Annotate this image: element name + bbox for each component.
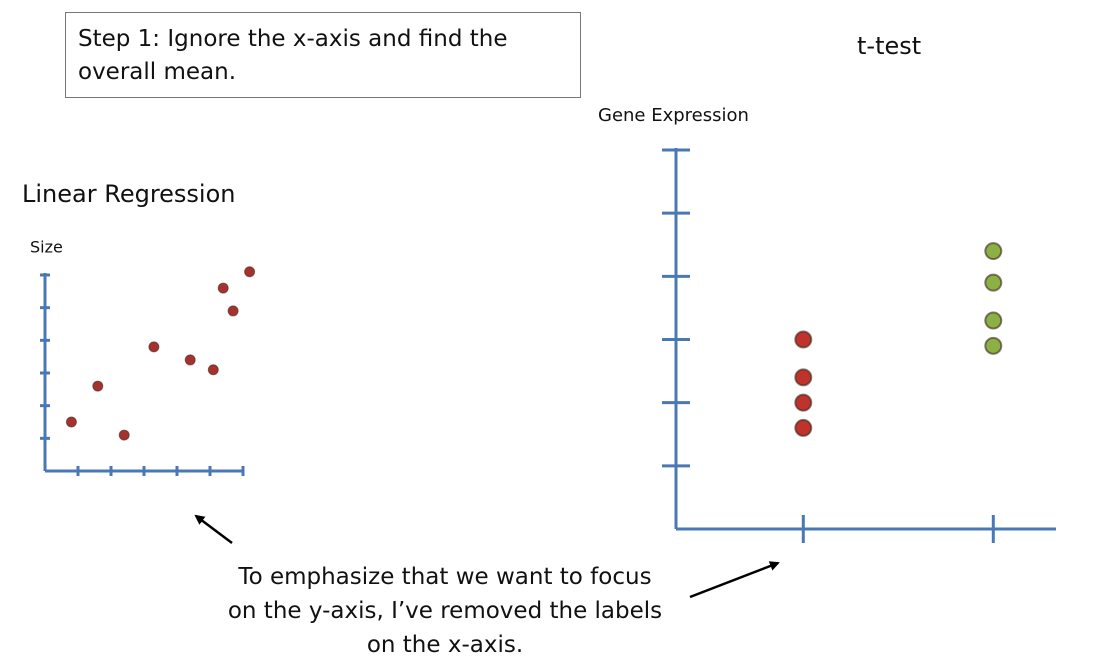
y-axis-label: Gene Expression (598, 105, 749, 126)
chart-title: Linear Regression (22, 180, 236, 208)
point (794, 393, 813, 412)
point (227, 305, 239, 317)
point (794, 330, 813, 349)
point (984, 273, 1003, 292)
point (184, 354, 196, 366)
arrow (194, 514, 233, 544)
point (217, 282, 229, 294)
step-text: Step 1: Ignore the x-axis and find the (78, 26, 508, 52)
point (65, 416, 77, 428)
point (244, 266, 256, 278)
point (92, 380, 104, 392)
point (984, 311, 1003, 330)
point (984, 242, 1003, 261)
y-axis-label: Size (30, 238, 63, 257)
point (148, 341, 160, 353)
point (984, 336, 1003, 355)
annotation-text: on the y-axis, I’ve removed the labels (227, 598, 663, 624)
step-text: overall mean. (78, 59, 237, 85)
annotation: To emphasize that we want to focus on th… (180, 560, 710, 662)
annotation-text: To emphasize that we want to focus (238, 564, 652, 590)
step-box: Step 1: Ignore the x-axis and find the o… (65, 12, 581, 98)
point (207, 364, 219, 376)
annotation-text: on the x-axis. (366, 632, 524, 658)
point (118, 429, 130, 441)
arrow (689, 561, 780, 599)
point (794, 368, 813, 387)
point (794, 418, 813, 437)
chart-title: t-test (857, 32, 921, 60)
